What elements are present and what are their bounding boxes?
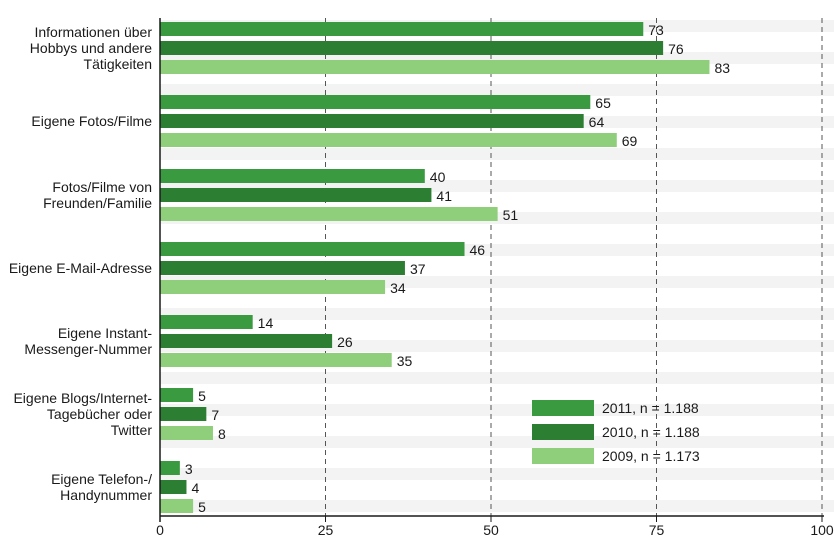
bar (160, 407, 207, 421)
category-label: Eigene Telefon-/ Handynummer (51, 471, 152, 503)
bar (160, 334, 333, 348)
category-label: Eigene Blogs/Internet- Tagebücher oder T… (13, 390, 152, 438)
bar (160, 261, 405, 275)
data-label: 46 (470, 242, 486, 258)
bar (160, 280, 386, 294)
bar (160, 114, 584, 128)
bar (160, 133, 617, 147)
x-tick-label: 0 (156, 522, 164, 538)
legend-label: 2011, n = 1.188 (602, 400, 699, 416)
category-label: Eigene E-Mail-Adresse (8, 260, 152, 276)
bar (160, 60, 710, 74)
category-label: Informationen über Hobbys und andere Tät… (29, 24, 152, 72)
data-label: 51 (503, 207, 519, 223)
legend-item: 2011, n = 1.188 (532, 398, 700, 418)
x-tick-label: 50 (483, 522, 499, 538)
bar (160, 426, 213, 440)
x-tick-label: 100 (810, 522, 834, 538)
legend-label: 2009, n = 1.173 (602, 448, 700, 464)
bar (160, 41, 664, 55)
legend-item: 2009, n = 1.173 (532, 446, 700, 466)
bar (160, 315, 253, 329)
category-label: Fotos/Filme von Freunden/Familie (43, 179, 152, 211)
bar (160, 353, 392, 367)
data-label: 65 (595, 95, 611, 111)
bar (160, 388, 194, 402)
data-label: 8 (218, 426, 226, 442)
data-label: 5 (198, 499, 206, 515)
data-label: 83 (714, 60, 730, 76)
data-label: 5 (198, 388, 206, 404)
data-label: 26 (337, 334, 353, 350)
bar (160, 242, 465, 256)
data-label: 64 (589, 114, 605, 130)
x-tick-label: 75 (649, 522, 665, 538)
bar (160, 207, 498, 221)
data-label: 37 (410, 261, 426, 277)
bar (160, 188, 432, 202)
x-tick-label: 25 (318, 522, 334, 538)
bar (160, 22, 644, 36)
legend-swatch-2009 (532, 448, 594, 464)
bar (160, 499, 194, 513)
data-label: 76 (668, 41, 684, 57)
bar (160, 95, 591, 109)
data-label: 14 (258, 315, 274, 331)
data-label: 35 (397, 353, 413, 369)
data-label: 34 (390, 280, 406, 296)
data-label: 41 (436, 188, 452, 204)
legend: 2011, n = 1.188 2010, n = 1.188 2009, n … (532, 398, 700, 470)
bar (160, 480, 187, 494)
legend-item: 2010, n = 1.188 (532, 422, 700, 442)
legend-swatch-2011 (532, 400, 594, 416)
data-label: 7 (211, 407, 219, 423)
legend-swatch-2010 (532, 424, 594, 440)
bar (160, 169, 425, 183)
data-label: 40 (430, 169, 446, 185)
data-label: 69 (622, 133, 638, 149)
category-label: Eigene Instant- Messenger-Nummer (24, 325, 152, 357)
data-label: 3 (185, 461, 193, 477)
legend-label: 2010, n = 1.188 (602, 424, 700, 440)
data-label: 4 (191, 480, 199, 496)
bar (160, 461, 180, 475)
data-label: 73 (648, 22, 664, 38)
category-label: Eigene Fotos/Filme (31, 113, 152, 129)
